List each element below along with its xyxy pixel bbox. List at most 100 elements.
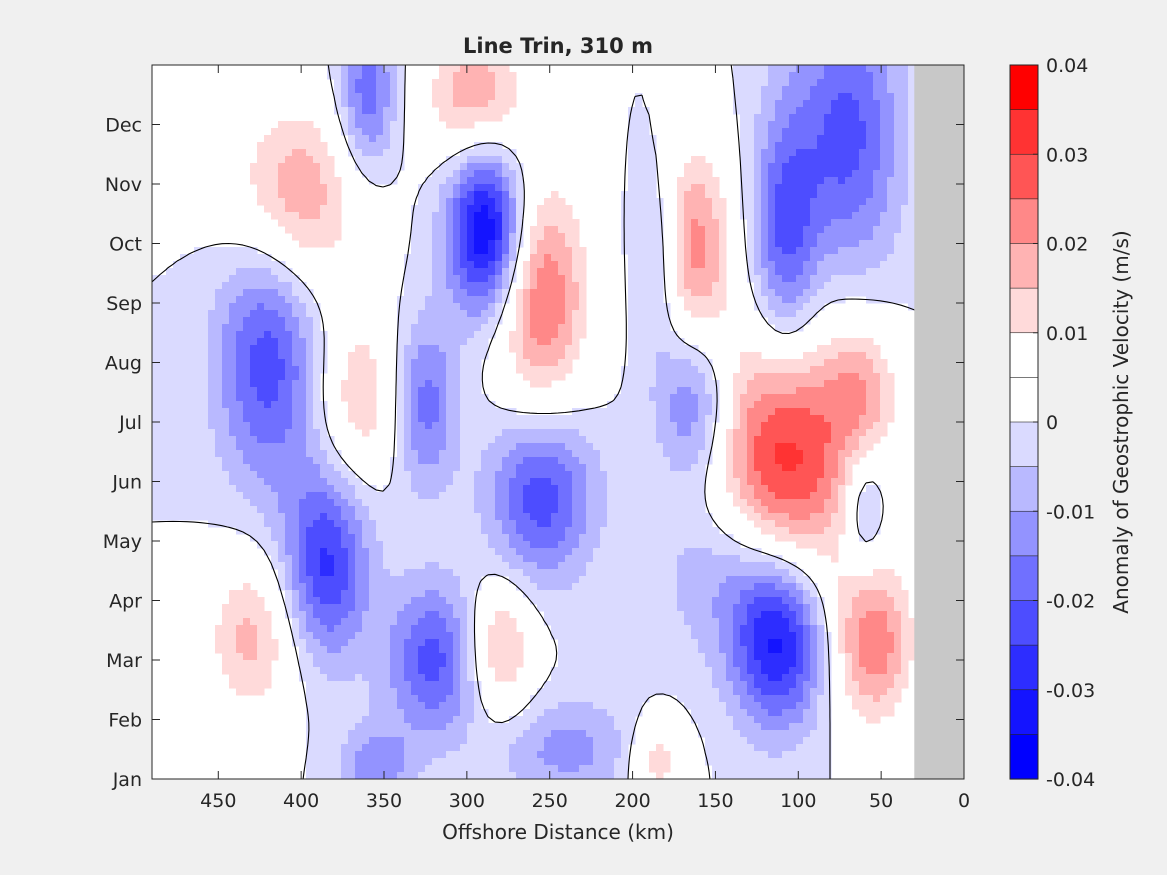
heatmap-cell bbox=[278, 331, 286, 339]
heatmap-cell bbox=[481, 317, 489, 325]
heatmap-cell bbox=[397, 387, 405, 395]
heatmap-cell bbox=[537, 275, 545, 283]
heatmap-cell bbox=[320, 443, 328, 451]
heatmap-cell bbox=[768, 93, 776, 101]
heatmap-cell bbox=[495, 65, 503, 73]
heatmap-cell bbox=[306, 331, 314, 339]
heatmap-cell bbox=[544, 373, 552, 381]
heatmap-cell bbox=[663, 373, 671, 381]
heatmap-cell bbox=[782, 121, 790, 129]
heatmap-cell bbox=[425, 471, 433, 479]
heatmap-cell bbox=[761, 226, 769, 234]
heatmap-cell bbox=[810, 471, 818, 479]
heatmap-cell bbox=[691, 184, 699, 192]
heatmap-cell bbox=[726, 471, 734, 479]
heatmap-cell bbox=[558, 492, 566, 500]
heatmap-cell bbox=[789, 296, 797, 304]
heatmap-cell bbox=[544, 415, 552, 423]
heatmap-cell bbox=[502, 443, 510, 451]
heatmap-cell bbox=[551, 464, 559, 472]
heatmap-cell bbox=[523, 282, 531, 290]
heatmap-cell bbox=[376, 149, 384, 157]
heatmap-cell bbox=[782, 254, 790, 262]
heatmap-cell bbox=[439, 436, 447, 444]
heatmap-cell bbox=[383, 79, 391, 87]
heatmap-cell bbox=[166, 289, 174, 297]
heatmap-cell bbox=[229, 478, 237, 486]
heatmap-cell bbox=[495, 72, 503, 80]
heatmap-cell bbox=[866, 135, 874, 143]
heatmap-cell bbox=[453, 429, 461, 437]
heatmap-cell bbox=[824, 471, 832, 479]
heatmap-cell bbox=[488, 443, 496, 451]
heatmap-cell bbox=[824, 422, 832, 430]
heatmap-cell bbox=[474, 499, 482, 507]
heatmap-cell bbox=[663, 408, 671, 416]
heatmap-cell bbox=[880, 401, 888, 409]
heatmap-cell bbox=[789, 149, 797, 157]
heatmap-cell bbox=[439, 506, 447, 514]
heatmap-cell bbox=[887, 254, 895, 262]
heatmap-cell bbox=[285, 135, 293, 143]
heatmap-cell bbox=[474, 226, 482, 234]
heatmap-cell bbox=[754, 254, 762, 262]
heatmap-cell bbox=[719, 289, 727, 297]
heatmap-cell bbox=[159, 345, 167, 353]
heatmap-cell bbox=[243, 254, 251, 262]
heatmap-cell bbox=[292, 380, 300, 388]
heatmap-cell bbox=[229, 247, 237, 255]
heatmap-cell bbox=[887, 135, 895, 143]
heatmap-cell bbox=[796, 233, 804, 241]
heatmap-cell bbox=[306, 408, 314, 416]
heatmap-cell bbox=[747, 513, 755, 521]
heatmap-cell bbox=[257, 464, 265, 472]
heatmap-cell bbox=[425, 415, 433, 423]
heatmap-cell bbox=[901, 289, 909, 297]
heatmap-cell bbox=[796, 408, 804, 416]
heatmap-cell bbox=[502, 422, 510, 430]
heatmap-cell bbox=[285, 506, 293, 514]
heatmap-cell bbox=[460, 457, 468, 465]
heatmap-cell bbox=[369, 422, 377, 430]
heatmap-cell bbox=[845, 380, 853, 388]
heatmap-cell bbox=[824, 212, 832, 220]
heatmap-cell bbox=[453, 450, 461, 458]
heatmap-cell bbox=[222, 506, 230, 514]
heatmap-cell bbox=[796, 149, 804, 157]
heatmap-cell bbox=[250, 471, 258, 479]
heatmap-cell bbox=[187, 380, 195, 388]
heatmap-cell bbox=[894, 86, 902, 94]
heatmap-cell bbox=[628, 149, 636, 157]
heatmap-cell bbox=[635, 450, 643, 458]
heatmap-cell bbox=[418, 240, 426, 248]
heatmap-cell bbox=[698, 373, 706, 381]
heatmap-cell bbox=[768, 317, 776, 325]
heatmap-cell bbox=[817, 142, 825, 150]
heatmap-cell bbox=[390, 464, 398, 472]
heatmap-cell bbox=[558, 268, 566, 276]
heatmap-cell bbox=[250, 338, 258, 346]
heatmap-cell bbox=[887, 282, 895, 290]
heatmap-cell bbox=[271, 324, 279, 332]
heatmap-cell bbox=[551, 198, 559, 206]
heatmap-cell bbox=[299, 478, 307, 486]
heatmap-cell bbox=[740, 156, 748, 164]
heatmap-cell bbox=[810, 121, 818, 129]
heatmap-cell bbox=[488, 65, 496, 73]
heatmap-cell bbox=[908, 100, 916, 108]
heatmap-cell bbox=[565, 289, 573, 297]
heatmap-cell bbox=[628, 345, 636, 353]
heatmap-cell bbox=[796, 296, 804, 304]
heatmap-cell bbox=[411, 352, 419, 360]
heatmap-cell bbox=[397, 331, 405, 339]
heatmap-cell bbox=[824, 142, 832, 150]
heatmap-cell bbox=[215, 366, 223, 374]
heatmap-cell bbox=[740, 135, 748, 143]
heatmap-cell bbox=[544, 429, 552, 437]
heatmap-cell bbox=[166, 373, 174, 381]
heatmap-cell bbox=[236, 485, 244, 493]
heatmap-cell bbox=[446, 422, 454, 430]
heatmap-cell bbox=[166, 394, 174, 402]
heatmap-cell bbox=[292, 366, 300, 374]
heatmap-cell bbox=[670, 359, 678, 367]
